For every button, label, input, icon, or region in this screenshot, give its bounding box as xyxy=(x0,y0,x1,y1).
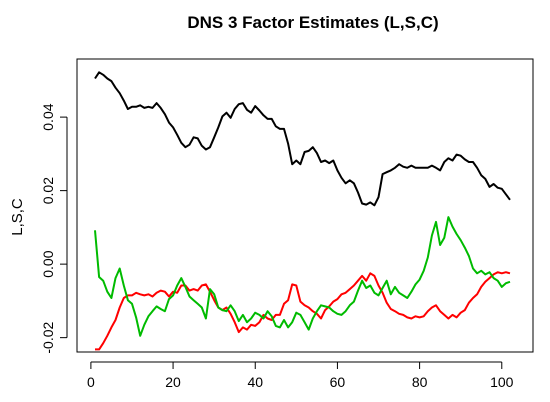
x-axis: 0 20 40 60 80 100 xyxy=(87,361,514,390)
plot-frame xyxy=(76,58,534,353)
series-line-3 xyxy=(94,216,511,337)
y-axis: -0.02 0.00 0.02 0.04 xyxy=(40,103,68,354)
x-tick-label: 100 xyxy=(490,374,514,390)
series-line-1 xyxy=(94,71,511,207)
series-line-2 xyxy=(95,271,511,351)
x-tick-label: 60 xyxy=(330,374,346,390)
x-tick-label: 20 xyxy=(165,374,181,390)
y-tick-label: 0.02 xyxy=(40,177,56,204)
y-tick-label: 0.04 xyxy=(40,103,56,130)
chart-title: DNS 3 Factor Estimates (L,S,C) xyxy=(187,13,438,32)
x-tick-label: 0 xyxy=(87,374,95,390)
y-axis-label: L,S,C xyxy=(9,198,26,236)
series-layer xyxy=(94,71,511,351)
x-tick-label: 40 xyxy=(247,374,263,390)
x-tick-label: 80 xyxy=(412,374,428,390)
y-tick-label: -0.02 xyxy=(40,321,56,353)
y-tick-label: 0.00 xyxy=(40,250,56,277)
